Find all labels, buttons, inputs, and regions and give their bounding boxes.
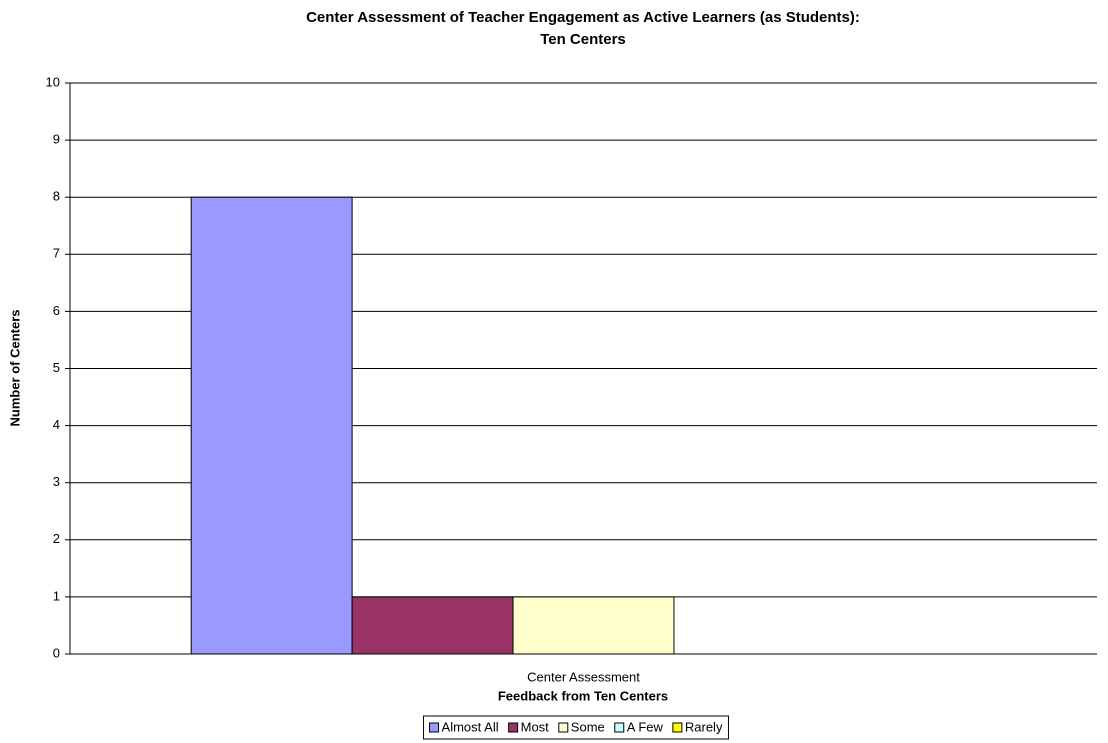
bar xyxy=(351,596,514,655)
legend-label: Some xyxy=(571,719,605,734)
legend-label: A Few xyxy=(627,719,664,734)
y-tick-label: 7 xyxy=(53,246,60,261)
bar xyxy=(512,596,675,655)
y-axis-label: Number of Centers xyxy=(7,309,22,426)
x-axis-label: Feedback from Ten Centers xyxy=(498,688,668,703)
y-tick-label: 3 xyxy=(53,474,60,489)
y-tick-label: 0 xyxy=(53,645,60,660)
y-tick-label: 6 xyxy=(53,303,60,318)
chart-title: Center Assessment of Teacher Engagement … xyxy=(306,9,860,26)
y-tick-label: 4 xyxy=(53,417,60,432)
y-tick-label: 5 xyxy=(53,360,60,375)
legend-label: Most xyxy=(521,719,550,734)
x-tick-label: Center Assessment xyxy=(527,669,640,684)
legend-swatch xyxy=(429,722,440,733)
legend: Almost All Most Some A Few Rarely xyxy=(423,715,729,740)
y-tick-label: 2 xyxy=(53,531,60,546)
legend-label: Almost All xyxy=(442,719,499,734)
y-tick-label: 1 xyxy=(53,588,60,603)
legend-box xyxy=(423,715,729,740)
legend-swatch xyxy=(558,722,569,733)
legend-swatch xyxy=(508,722,519,733)
chart-subtitle: Ten Centers xyxy=(540,31,626,48)
y-tick-label: 10 xyxy=(46,74,60,89)
bar xyxy=(190,196,353,655)
y-tick-label: 8 xyxy=(53,189,60,204)
legend-swatch xyxy=(614,722,625,733)
legend-swatch xyxy=(672,722,683,733)
y-tick-label: 9 xyxy=(53,132,60,147)
legend-label: Rarely xyxy=(685,719,723,734)
